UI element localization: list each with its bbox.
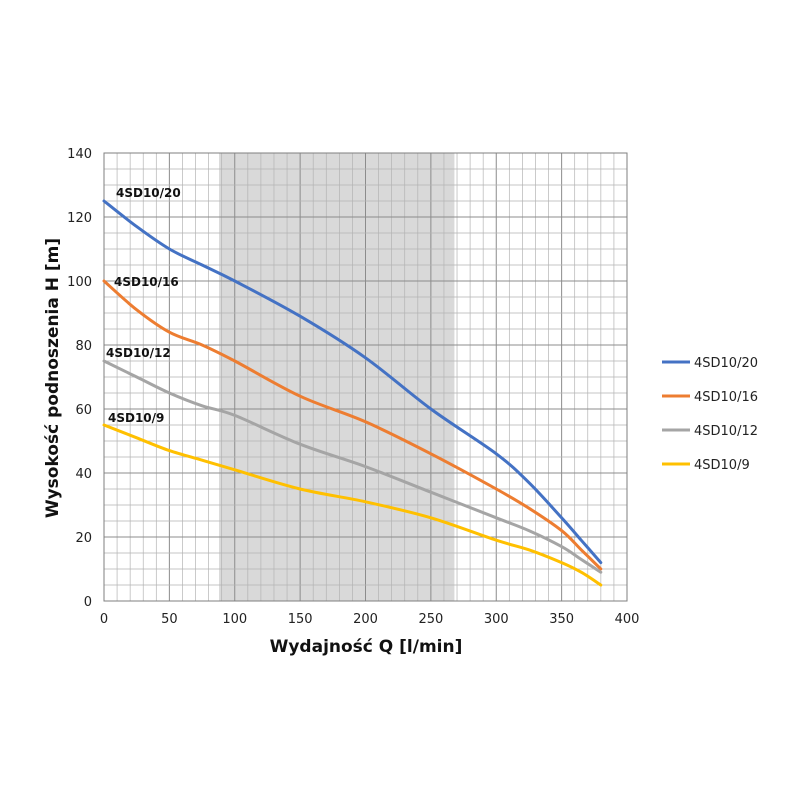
x-tick-label: 150	[288, 612, 313, 627]
legend-label-1: 4SD10/20	[694, 356, 758, 371]
legend: 4SD10/20 4SD10/16 4SD10/12 4SD10/9	[662, 356, 758, 473]
y-tick-label: 0	[84, 595, 92, 610]
axes: 0 50 100 150 200 250 300 350 400 0 20 40 60 80 100 120 1…	[67, 147, 639, 627]
curve-label-3: 4SD10/12	[106, 346, 171, 360]
y-tick-label: 40	[75, 467, 92, 482]
grid	[103, 152, 628, 602]
y-tick-label: 20	[75, 531, 92, 546]
y-tick-label: 140	[67, 147, 92, 162]
series-line-3	[102, 359, 603, 574]
y-tick-label: 60	[75, 403, 92, 418]
legend-label-2: 4SD10/16	[694, 390, 758, 405]
legend-label-4: 4SD10/9	[694, 458, 750, 473]
x-tick-label: 350	[549, 612, 574, 627]
series-line-1	[102, 199, 603, 565]
x-tick-label: 400	[615, 612, 640, 627]
series-line-2	[102, 279, 603, 571]
x-tick-label: 100	[222, 612, 247, 627]
x-axis-title: Wydajność Q [l/min]	[270, 637, 463, 657]
legend-label-3: 4SD10/12	[694, 424, 758, 439]
y-axis-title: Wysokość podnoszenia H [m]	[43, 238, 63, 518]
y-tick-label: 120	[67, 211, 92, 226]
curve-label-2: 4SD10/16	[114, 275, 179, 289]
curve-labels: 4SD10/20 4SD10/16 4SD10/12 4SD10/9	[106, 186, 181, 425]
x-tick-label: 250	[418, 612, 443, 627]
x-tick-label: 300	[484, 612, 509, 627]
y-tick-label: 80	[75, 339, 92, 354]
curve-label-1: 4SD10/20	[116, 186, 181, 200]
series-line-4	[102, 423, 603, 587]
y-tick-label: 100	[67, 275, 92, 290]
curve-label-4: 4SD10/9	[108, 411, 164, 425]
series-layer	[102, 199, 603, 587]
x-tick-label: 50	[161, 612, 178, 627]
x-tick-label: 200	[353, 612, 378, 627]
plot-frame	[103, 152, 628, 602]
x-tick-label: 0	[100, 612, 108, 627]
